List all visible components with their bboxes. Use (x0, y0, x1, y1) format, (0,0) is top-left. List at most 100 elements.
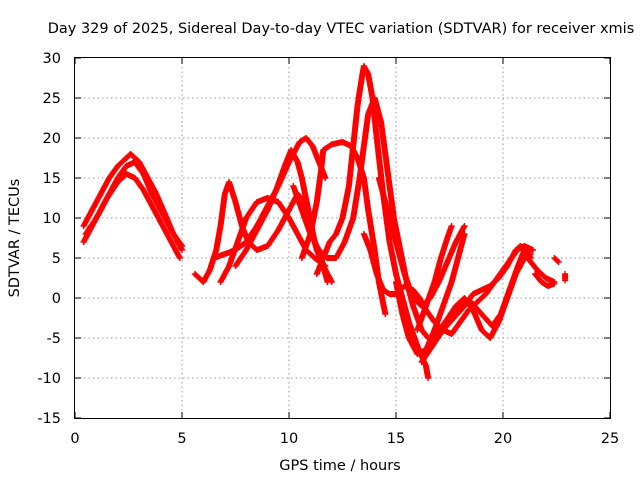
data-point-run (448, 320, 463, 337)
data-point-run (410, 295, 424, 309)
axis-ticks (74, 57, 611, 419)
y-tick-label: 30 (43, 51, 61, 67)
data-point-run (487, 320, 502, 341)
data-point (562, 277, 569, 284)
data-marks (80, 63, 569, 381)
data-point-run (497, 288, 512, 317)
data-point-run (431, 256, 444, 285)
x-tick-label: 15 (387, 431, 405, 447)
data-point (382, 311, 389, 317)
data-point (551, 280, 558, 287)
data-point-run (521, 251, 533, 264)
data-point-run (448, 256, 461, 285)
data-point-run (360, 175, 371, 212)
data-point-run (232, 248, 249, 269)
data-point-run (290, 183, 305, 212)
data-point-run (127, 151, 142, 165)
data-point-run (136, 159, 151, 180)
data-point-run (82, 216, 99, 237)
data-point-run (489, 312, 504, 329)
tick-labels: 0 5 10 15 20 25 -15 -10 -5 0 5 10 15 20 25 30 (37, 51, 619, 447)
series-track-21 (562, 271, 569, 284)
data-point-run (369, 95, 380, 140)
data-point-run (144, 175, 159, 196)
series-track-20 (551, 255, 562, 265)
data-point-run (534, 267, 548, 281)
data-point-run (435, 260, 450, 285)
data-point-run (431, 320, 448, 341)
data-point-run (467, 299, 484, 317)
data-point-run (288, 147, 300, 164)
data-point-run (431, 304, 446, 333)
data-point-run (131, 175, 146, 192)
data-point-run (333, 216, 345, 237)
data-point-run (414, 304, 429, 333)
data-point-run (440, 280, 455, 309)
data-point (448, 223, 455, 229)
data-point-run (286, 215, 300, 236)
data-point-run (93, 196, 110, 221)
y-tick-label: 25 (43, 91, 61, 107)
data-point-run (114, 155, 129, 169)
data-point (176, 255, 183, 261)
y-tick-label: 15 (43, 171, 61, 187)
data-point-run (170, 231, 185, 248)
data-point-run (217, 264, 232, 285)
data-point-run (307, 231, 322, 252)
data-point-run (350, 104, 361, 149)
y-tick-label: 20 (43, 131, 61, 147)
data-point-run (320, 240, 333, 261)
data-point-run (275, 199, 292, 220)
data-point-run (234, 216, 249, 245)
data-point-run (114, 171, 129, 185)
data-point-run (386, 239, 399, 276)
data-point-run (506, 264, 521, 293)
data-point (324, 279, 331, 285)
data-point-run (298, 175, 311, 212)
data-point-run (360, 112, 371, 149)
data-point (425, 375, 432, 381)
data-point (461, 231, 468, 237)
data-point-run (294, 159, 305, 180)
data-point-run (89, 192, 104, 213)
data-point-run (345, 144, 357, 189)
data-point-run (168, 239, 183, 260)
data-point-run (104, 180, 121, 201)
series-track-2 (80, 151, 185, 249)
y-tick-label: 0 (52, 291, 61, 307)
y-tick-label: -10 (37, 371, 61, 387)
data-point-run (399, 311, 412, 340)
data-point-run (326, 232, 339, 245)
data-point-run (157, 219, 174, 244)
data-point-run (80, 208, 95, 229)
data-point-run (200, 268, 213, 285)
data-point-run (442, 304, 459, 325)
series-track-8 (298, 139, 389, 317)
data-point-run (320, 142, 334, 153)
data-point-run (140, 187, 155, 208)
data-point-run (423, 328, 437, 353)
data-point-run (446, 304, 463, 325)
data-point-run (373, 271, 386, 292)
data-point-run (457, 308, 471, 325)
chart-title: Day 329 of 2025, Sidereal Day-to-day VTE… (48, 21, 635, 37)
data-point-run (341, 216, 356, 245)
data-point-run (418, 327, 431, 340)
data-point-run (384, 167, 397, 220)
data-point-run (153, 191, 168, 216)
data-point-run (384, 207, 399, 244)
data-point-run (356, 144, 367, 181)
y-axis-label: SDTVAR / TECUs (7, 179, 23, 298)
data-point-run (375, 175, 391, 212)
data-point-run (452, 224, 467, 245)
data-point-run (350, 176, 363, 221)
data-point-run (360, 231, 373, 252)
data-point-run (401, 271, 416, 300)
data-point-run (298, 232, 313, 261)
data-point-run (217, 192, 228, 229)
x-tick-label: 25 (601, 431, 619, 447)
series-track-19 (532, 271, 558, 289)
data-point-run (333, 240, 347, 261)
data-point-run (470, 307, 485, 332)
